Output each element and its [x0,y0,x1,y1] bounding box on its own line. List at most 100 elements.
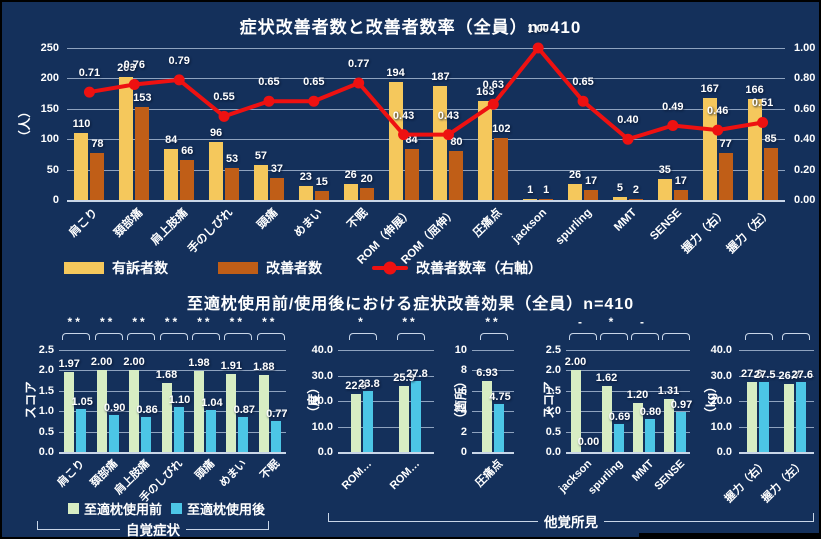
bar-improved [404,148,419,200]
rate-value-label: 0.76 [123,59,146,72]
top-gridline [67,200,785,202]
legend-label-complaints: 有訴者数 [112,260,168,276]
bar-value-label: 1.20 [626,389,649,402]
bar-before [226,374,237,452]
top-y2-tick-label: 0.20 [794,163,816,176]
bar-after [238,416,249,452]
significance-mark: ** [229,315,246,329]
bar-value-label: 20 [360,172,373,185]
bar-before [601,385,612,452]
significance-mark: ** [67,315,83,329]
bar-value-label: 1.91 [220,360,243,373]
panel-gridline [472,431,514,433]
bar-before [161,383,172,452]
top-gridline [67,169,785,171]
rate-value-label: 0.49 [662,100,684,113]
bar-value-label: 2.00 [123,356,145,369]
panel-gridline [472,411,514,413]
bar-complaints [702,98,717,200]
panel-y-tick-label: 0.5 [38,425,54,438]
bar-value-label: 27.6 [791,368,813,381]
top-chart-title: 症状改善者数と改善者数率（全員）n=410 [239,18,582,37]
rate-value-label: 0.51 [751,97,774,110]
bar-before [64,371,75,452]
bar-value-label: 1.98 [188,357,210,370]
bar-value-label: 80 [450,136,463,149]
bar-before [351,393,361,452]
rate-line-point [532,42,544,54]
panel-gridline [59,390,286,392]
rate-line-point [308,95,320,107]
panel-y-tick-label: 10.0 [710,420,732,433]
rate-line-point [667,120,679,132]
bar-value-label: 17 [674,174,687,187]
panel-y-tick-label: 0.0 [317,446,333,458]
bar-value-label: 26 [568,169,582,182]
bar-after [613,423,624,452]
panel-y-tick-label: 2.5 [545,344,561,356]
bar-improved [584,189,599,200]
panel-gridline [338,452,434,454]
bar-value-label: 110 [72,118,91,131]
panel-gridline [59,411,286,413]
bar-improved [269,177,284,200]
bar-value-label: 102 [492,122,511,135]
legend-item-complaints: 有訴者数 [64,258,168,278]
bar-before [746,381,757,452]
panel-gridline [338,426,434,428]
panel-y-tick-label: 2.0 [38,364,54,377]
rate-line-point [128,78,140,90]
panel-gridline [472,390,514,392]
panel-gridline [472,370,514,372]
bar-improved [359,187,374,200]
bar-after [644,419,655,452]
bar-value-label: 84 [165,133,178,146]
bar-value-label: 163 [476,85,495,98]
bar-after [494,403,504,452]
panel-gridline [739,452,814,454]
bar-value-label: 25.9 [393,371,415,384]
panel-y-tick-label: 30.0 [710,369,732,382]
significance-mark: - [578,315,585,329]
significance-mark: ** [197,315,213,329]
bar-complaints [612,196,627,200]
bar-complaints [523,199,538,200]
rate-line-point [353,77,365,89]
bar-improved [763,148,778,200]
bar-value-label: 1.31 [657,384,680,397]
panel-y-axis-label: スコア [24,381,38,419]
panel-y-tick-label: 40.0 [311,344,333,356]
top-y-tick-label: 0 [52,194,59,206]
bar-value-label: 15 [315,175,328,188]
bar-improved [225,167,240,200]
complaints-swatch-icon [64,262,104,274]
bar-improved [628,198,643,200]
rate-value-label: 0.46 [706,105,729,118]
rate-line-point [398,129,410,141]
rate-line-marker-icon [372,261,408,275]
rate-line-point [263,95,275,107]
bar-value-label: 0.97 [670,399,693,412]
panel-y-axis-label: （kg） [704,380,718,420]
bar-value-label: 1.04 [201,396,223,409]
bottom-chart-legend: 至適枕使用前 至適枕使用後 [68,499,265,518]
bar-improved [494,137,509,200]
bar-before [96,370,107,452]
bar-after [758,381,769,452]
bar-value-label: 0.77 [266,407,288,420]
panel-y-tick-label: 2 [460,425,467,438]
panel-gridline [59,350,286,351]
panel-y-tick-label: 1.5 [38,384,54,397]
significance-bracket [599,333,628,340]
bar-before [482,381,492,452]
significance-mark: * [358,315,366,329]
legend-item-rate: 改善者数率（右軸） [372,258,542,278]
bar-complaints [478,100,493,200]
panel-gridline [59,431,286,433]
rate-value-label: 0.79 [168,54,190,67]
significance-bracket [62,333,91,340]
panel-y-axis-label: スコア [542,381,556,419]
bar-before [784,383,795,452]
panel-gridline [472,350,514,351]
bar-value-label: 23 [299,171,312,184]
